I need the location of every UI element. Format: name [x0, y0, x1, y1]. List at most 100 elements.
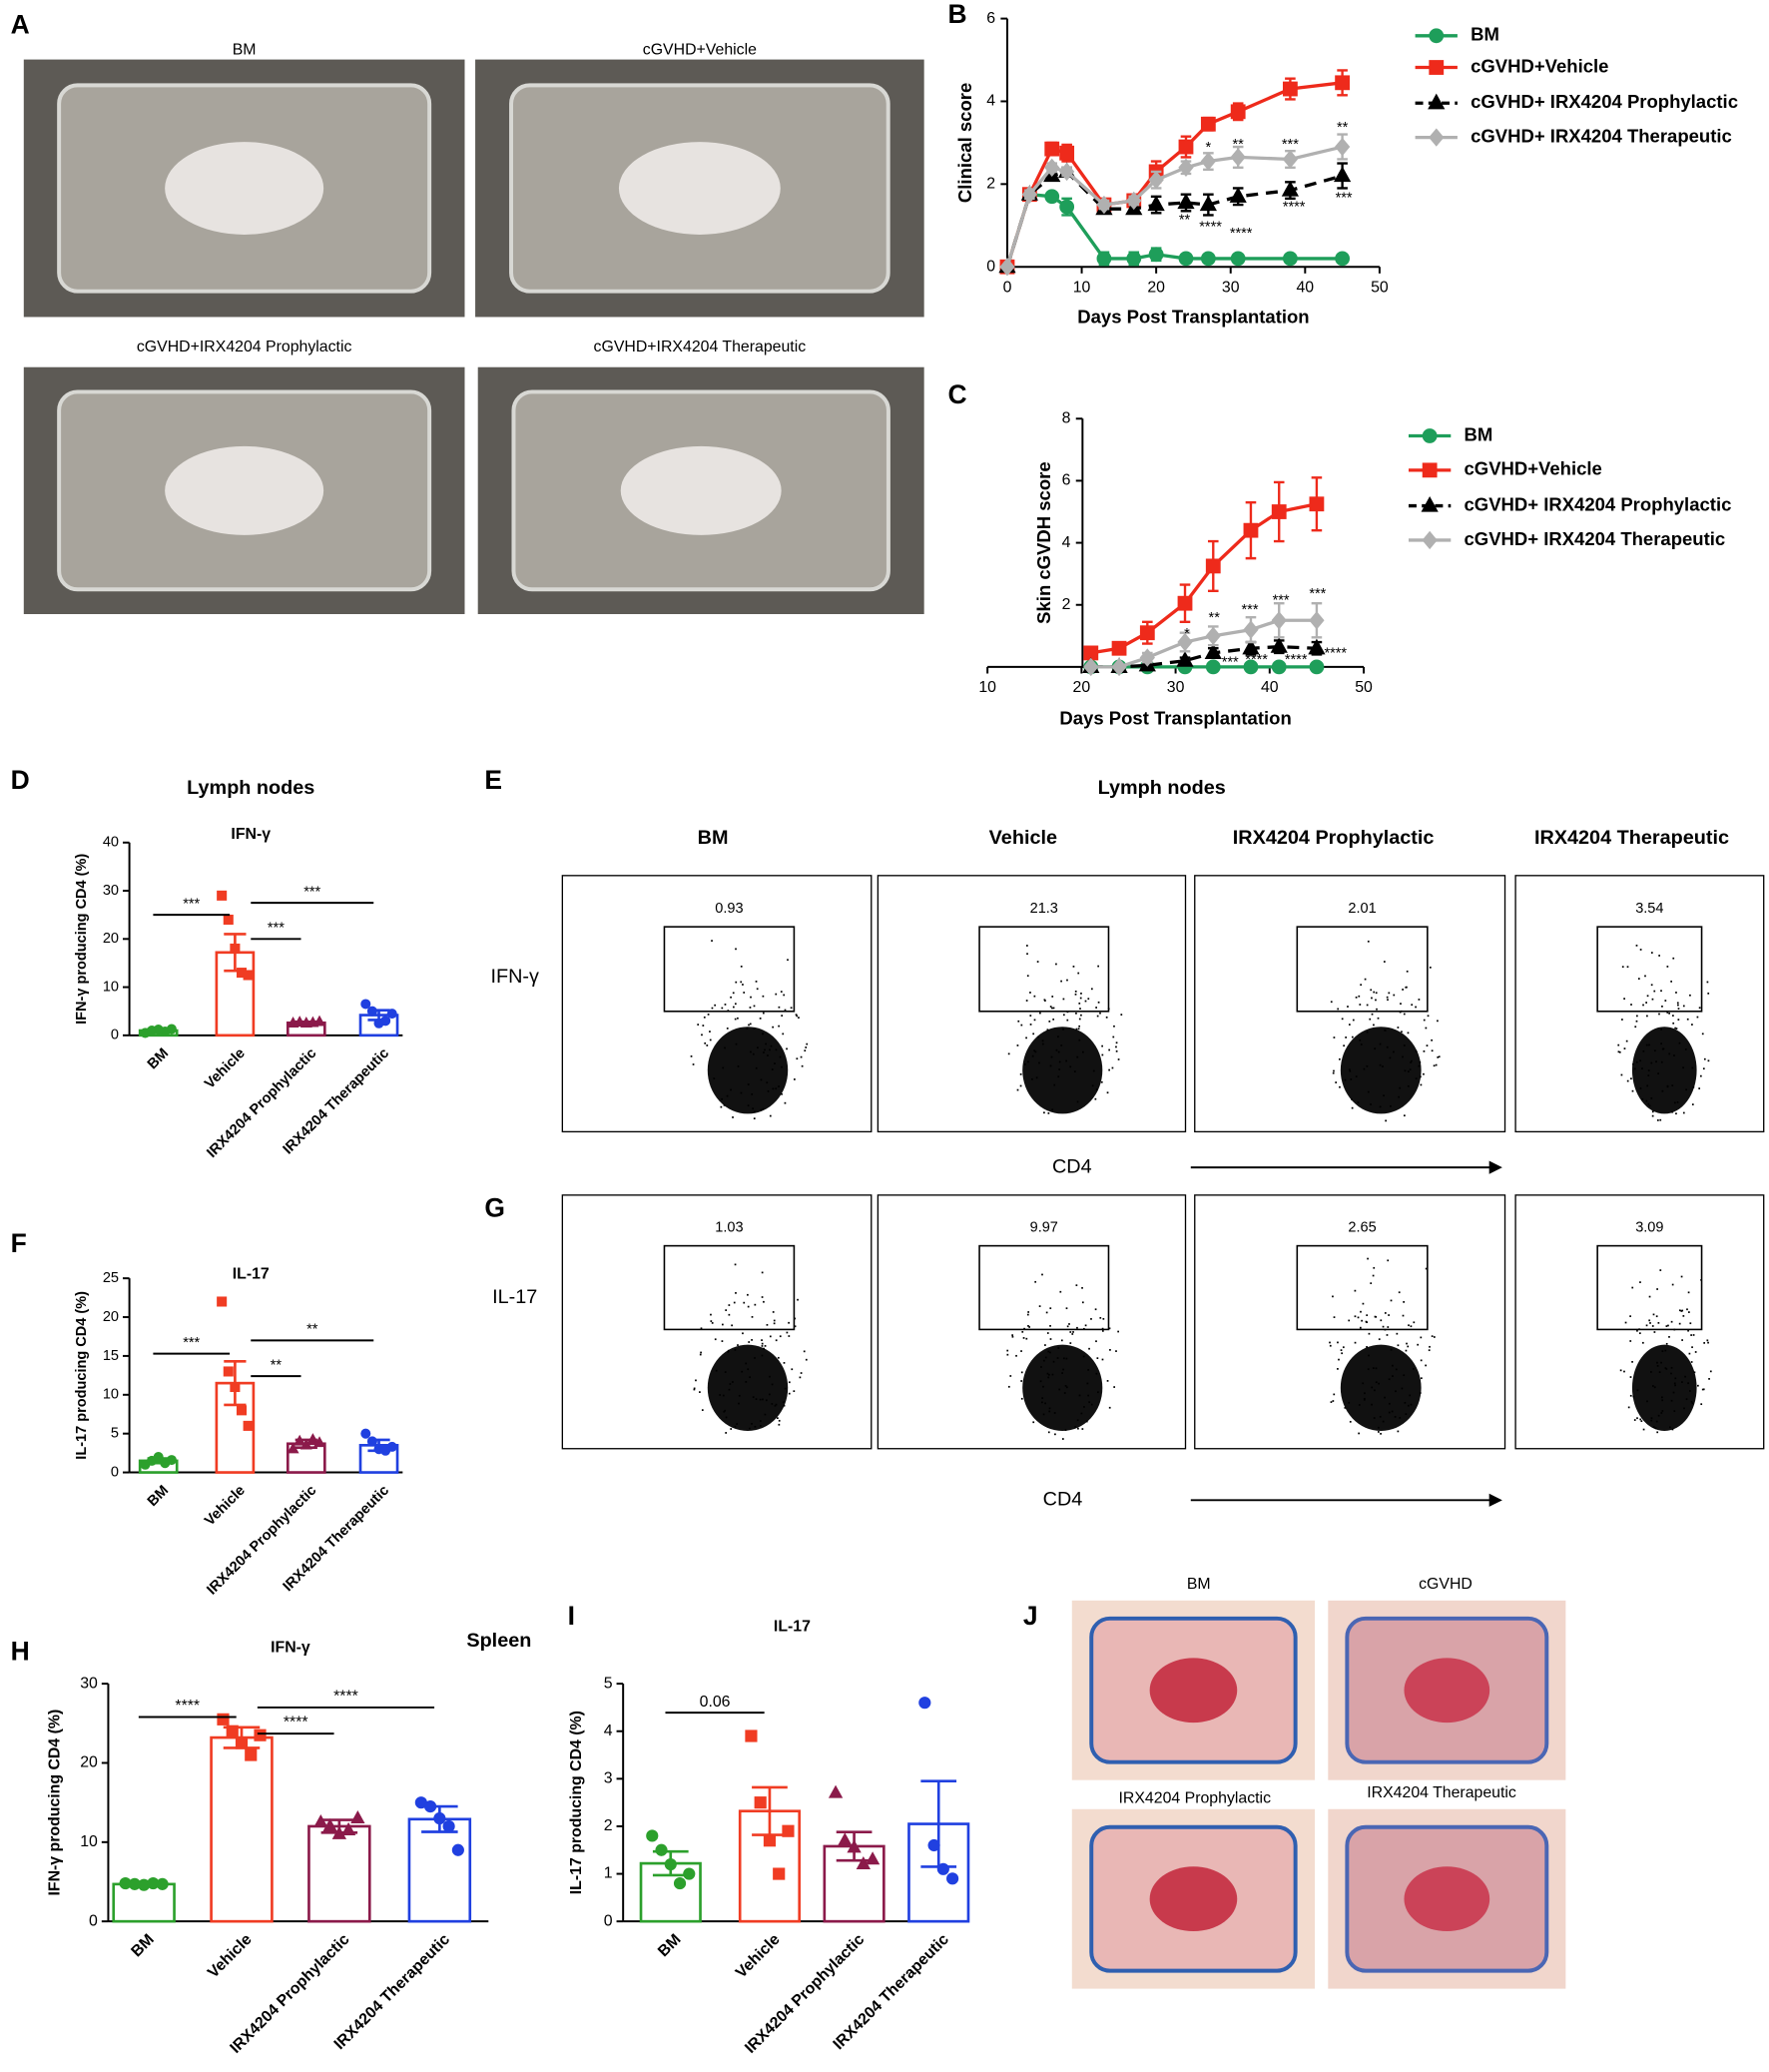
- event-dot: [1038, 1061, 1040, 1064]
- y-tick-label: 20: [103, 1309, 119, 1325]
- event-dot: [1645, 1099, 1648, 1102]
- event-dot: [775, 1087, 778, 1090]
- marker: [1271, 659, 1287, 675]
- event-dot: [1415, 1077, 1418, 1080]
- event-dot: [778, 1419, 781, 1422]
- event-dot: [1061, 1372, 1063, 1374]
- significance-label: ****: [175, 1698, 200, 1715]
- event-dot: [805, 1046, 808, 1048]
- event-dot: [1062, 1357, 1065, 1360]
- event-dot: [1027, 1311, 1030, 1313]
- marker: [1083, 657, 1099, 677]
- y-tick-label: 6: [986, 10, 995, 27]
- event-dot: [1344, 1407, 1347, 1409]
- event-dot: [1641, 1097, 1644, 1100]
- event-dot: [1073, 1070, 1076, 1072]
- event-dot: [1048, 1021, 1051, 1023]
- event-dot: [775, 993, 778, 996]
- event-dot: [794, 1078, 796, 1080]
- event-dot: [781, 1015, 784, 1017]
- event-dot: [763, 1300, 765, 1303]
- event-dot: [1062, 998, 1065, 1001]
- marker: [1111, 640, 1127, 656]
- cell-cloud: [1631, 1344, 1697, 1431]
- marker: [350, 1810, 365, 1824]
- event-dot: [761, 1354, 764, 1357]
- event-dot: [736, 1423, 739, 1425]
- event-dot: [759, 1398, 762, 1401]
- plot-box: [561, 1194, 873, 1450]
- event-dot: [1417, 1343, 1420, 1346]
- event-dot: [732, 1006, 735, 1009]
- event-dot: [1693, 1371, 1696, 1374]
- event-dot: [1041, 1401, 1043, 1404]
- event-dot: [1426, 1044, 1429, 1046]
- event-dot: [1702, 1067, 1705, 1070]
- event-dot: [1682, 1005, 1685, 1008]
- event-dot: [1684, 1048, 1687, 1050]
- event-dot: [1640, 1420, 1643, 1422]
- event-dot: [1368, 1332, 1371, 1335]
- event-dot: [1333, 1393, 1336, 1396]
- event-dot: [1079, 997, 1082, 1000]
- event-dot: [1019, 1084, 1022, 1087]
- event-dot: [753, 1117, 756, 1120]
- event-dot: [796, 1057, 799, 1060]
- event-dot: [1060, 980, 1062, 983]
- significance-label: ****: [333, 1689, 358, 1706]
- event-dot: [1066, 1325, 1069, 1328]
- event-dot: [1374, 1047, 1377, 1050]
- marker: [1059, 162, 1075, 182]
- event-dot: [1368, 1354, 1370, 1357]
- event-dot: [1101, 1044, 1103, 1047]
- event-dot: [1065, 1307, 1068, 1310]
- event-dot: [1047, 1376, 1050, 1379]
- event-dot: [1078, 1394, 1081, 1397]
- event-dot: [1053, 1083, 1056, 1086]
- event-dot: [1402, 1055, 1404, 1058]
- event-dot: [1653, 1386, 1656, 1389]
- event-dot: [1387, 1259, 1390, 1262]
- event-dot: [1662, 1047, 1665, 1050]
- event-dot: [1039, 1380, 1042, 1383]
- event-dot: [730, 1428, 733, 1430]
- event-dot: [1407, 1084, 1410, 1087]
- event-dot: [1108, 1068, 1110, 1071]
- event-dot: [1631, 1360, 1633, 1363]
- event-dot: [1090, 988, 1093, 991]
- event-dot: [1337, 1368, 1339, 1370]
- event-dot: [1058, 1060, 1061, 1063]
- marker: [340, 1821, 356, 1835]
- event-dot: [1091, 1084, 1094, 1087]
- event-dot: [753, 1005, 756, 1008]
- event-dot: [754, 1425, 757, 1428]
- marker: [1205, 558, 1221, 574]
- annotation: ***: [1242, 602, 1259, 618]
- event-dot: [724, 1004, 727, 1006]
- event-dot: [1075, 1284, 1078, 1287]
- event-dot: [1383, 961, 1386, 963]
- event-dot: [1677, 1019, 1680, 1021]
- event-dot: [732, 1116, 734, 1118]
- event-dot: [707, 1014, 710, 1016]
- event-dot: [1355, 1075, 1358, 1077]
- event-dot: [1332, 1071, 1335, 1074]
- event-dot: [1375, 999, 1377, 1002]
- marker: [1021, 185, 1038, 204]
- marker: [366, 1006, 377, 1017]
- event-dot: [1106, 1380, 1109, 1382]
- event-dot: [1095, 1007, 1097, 1009]
- event-dot: [1660, 1060, 1663, 1063]
- event-dot: [1359, 1038, 1362, 1041]
- event-dot: [1374, 1389, 1376, 1392]
- event-dot: [1375, 1381, 1378, 1384]
- event-dot: [1380, 1432, 1382, 1435]
- event-dot: [1399, 1417, 1402, 1419]
- event-dot: [794, 1325, 797, 1328]
- event-dot: [725, 1416, 728, 1419]
- event-dot: [1371, 997, 1373, 1000]
- event-dot: [1645, 1043, 1648, 1046]
- event-dot: [714, 1338, 717, 1341]
- event-dot: [752, 1396, 755, 1399]
- event-dot: [1409, 1394, 1412, 1397]
